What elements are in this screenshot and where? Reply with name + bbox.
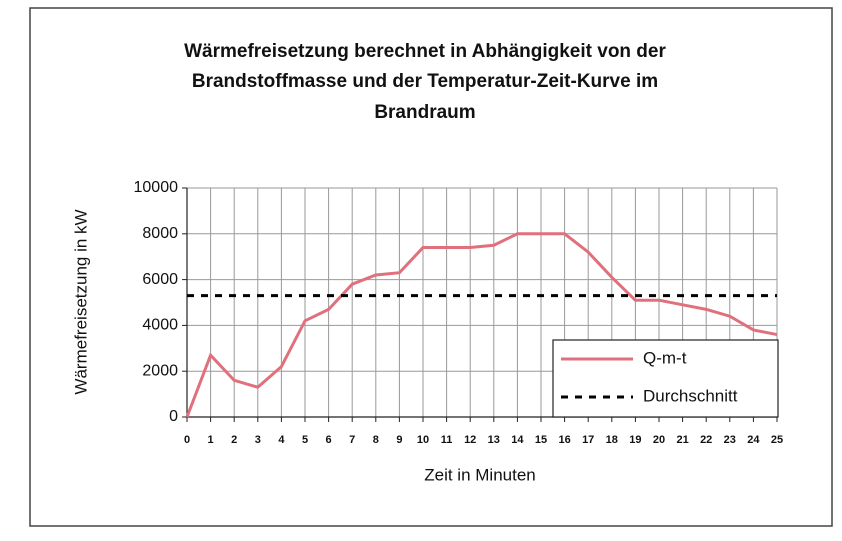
x-tick-label: 19 bbox=[629, 434, 641, 446]
legend-label: Q-m-t bbox=[643, 348, 687, 367]
x-tick-label: 21 bbox=[676, 434, 688, 446]
y-tick-label: 2000 bbox=[142, 362, 178, 379]
x-tick-label: 14 bbox=[511, 434, 524, 446]
y-tick-label: 10000 bbox=[134, 179, 179, 196]
data-line bbox=[185, 232, 778, 418]
x-tick-label: 13 bbox=[488, 434, 500, 446]
chart-title: Wärmefreisetzung berechnet in Abhängigke… bbox=[184, 41, 666, 62]
x-tick-label: 15 bbox=[535, 434, 547, 446]
y-tick-label: 8000 bbox=[142, 225, 178, 242]
x-tick-label: 24 bbox=[747, 434, 760, 446]
x-axis-label: Zeit in Minuten bbox=[424, 465, 536, 484]
x-tick-label: 25 bbox=[771, 434, 783, 446]
chart-frame bbox=[29, 7, 833, 527]
chart-title: Brandstoffmasse und der Temperatur-Zeit-… bbox=[192, 71, 658, 92]
x-tick-label: 18 bbox=[606, 434, 618, 446]
x-tick-label: 16 bbox=[558, 434, 570, 446]
legend-label: Durchschnitt bbox=[643, 386, 738, 405]
x-tick-label: 4 bbox=[278, 434, 285, 446]
x-tick-label: 9 bbox=[396, 434, 402, 446]
x-tick-label: 2 bbox=[231, 434, 237, 446]
x-tick-label: 11 bbox=[441, 434, 453, 446]
x-tick-label: 6 bbox=[326, 434, 332, 446]
x-tick-label: 20 bbox=[653, 434, 665, 446]
x-tick-label: 23 bbox=[724, 434, 736, 446]
x-tick-label: 17 bbox=[582, 434, 594, 446]
y-tick-label: 6000 bbox=[142, 271, 178, 288]
x-tick-label: 8 bbox=[373, 434, 379, 446]
x-tick-label: 0 bbox=[184, 434, 190, 446]
x-tick-label: 3 bbox=[255, 434, 261, 446]
x-tick-label: 1 bbox=[208, 434, 214, 446]
y-axis-label: Wärmefreisetzung in kW bbox=[71, 209, 90, 394]
chart-title: Brandraum bbox=[374, 102, 475, 123]
y-tick-label: 0 bbox=[169, 408, 178, 425]
x-tick-label: 12 bbox=[464, 434, 476, 446]
x-tick-label: 5 bbox=[302, 434, 308, 446]
legend-box bbox=[552, 339, 779, 418]
y-tick-label: 4000 bbox=[142, 317, 178, 334]
x-tick-label: 7 bbox=[349, 434, 355, 446]
x-tick-label: 10 bbox=[417, 434, 429, 446]
x-tick-label: 22 bbox=[700, 434, 712, 446]
